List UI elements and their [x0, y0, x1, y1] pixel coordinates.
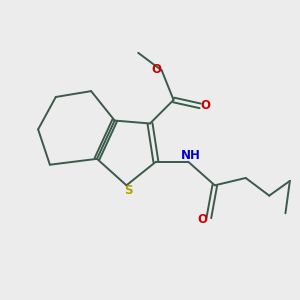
Text: O: O	[197, 213, 207, 226]
Text: O: O	[152, 62, 161, 76]
Text: NH: NH	[180, 149, 200, 162]
Text: O: O	[200, 99, 210, 112]
Text: S: S	[124, 184, 133, 197]
